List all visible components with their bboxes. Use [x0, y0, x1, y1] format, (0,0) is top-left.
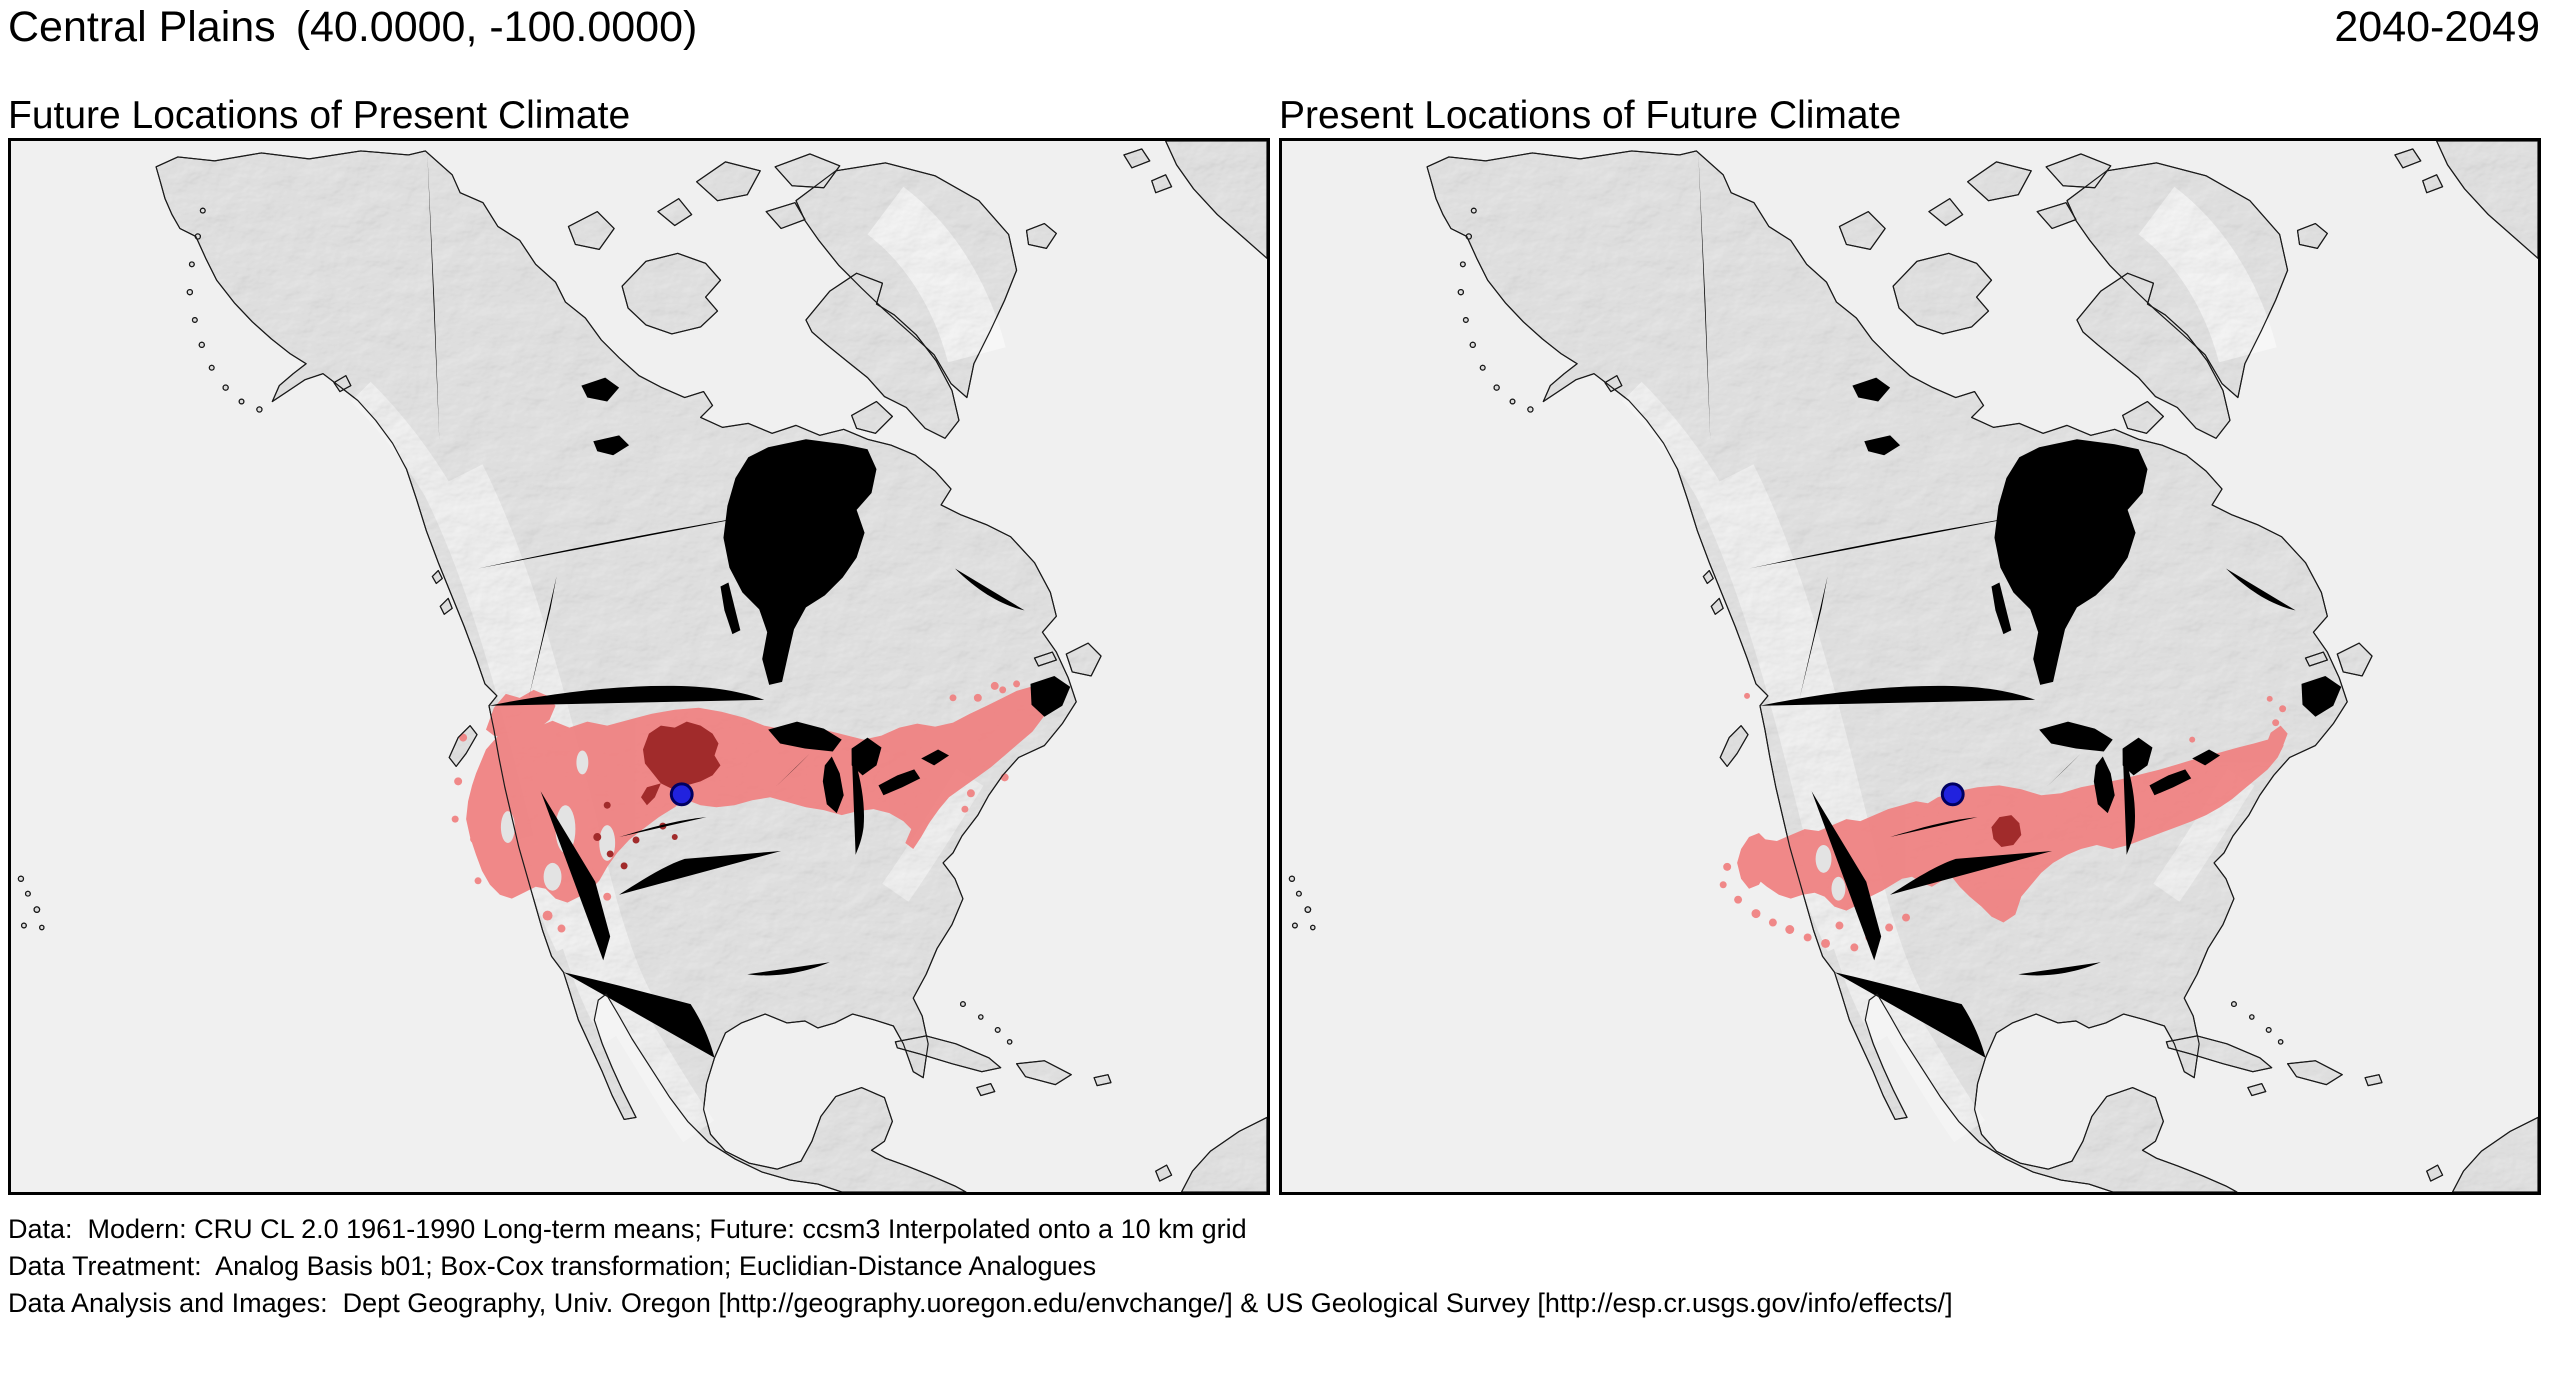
page-title: Central Plains (40.0000, -100.0000)	[8, 0, 697, 54]
reference-point-marker	[669, 782, 694, 807]
data-analysis-line: Data Analysis and Images: Dept Geography…	[8, 1288, 1953, 1318]
data-source-line: Data: Modern: CRU CL 2.0 1961-1990 Long-…	[8, 1214, 1247, 1244]
header: Central Plains (40.0000, -100.0000) 2040-…	[8, 0, 2540, 56]
data-treatment-line: Data Treatment: Analog Basis b01; Box-Co…	[8, 1251, 1097, 1281]
reference-point-marker	[1940, 782, 1965, 807]
period-label: 2040-2049	[2334, 3, 2540, 51]
region-name: Central Plains	[8, 3, 276, 51]
map-panel-present-locations: Present Locations of Future Climate	[1279, 56, 2541, 1195]
map-frame-right	[1279, 138, 2541, 1195]
map-panel-future-locations: Future Locations of Present Climate	[8, 56, 1270, 1195]
map-present-locations-of-future-climate	[1282, 141, 2538, 1192]
maps-row: Future Locations of Present Climate Pres…	[8, 56, 2550, 1195]
attribution-footer: Data: Modern: CRU CL 2.0 1961-1990 Long-…	[8, 1211, 2550, 1322]
map-future-locations-of-present-climate	[11, 141, 1267, 1192]
panel-title-right: Present Locations of Future Climate	[1279, 94, 1902, 137]
panel-title-left: Future Locations of Present Climate	[8, 94, 631, 137]
region-coordinates: (40.0000, -100.0000)	[295, 3, 698, 51]
map-frame-left	[8, 138, 1270, 1195]
